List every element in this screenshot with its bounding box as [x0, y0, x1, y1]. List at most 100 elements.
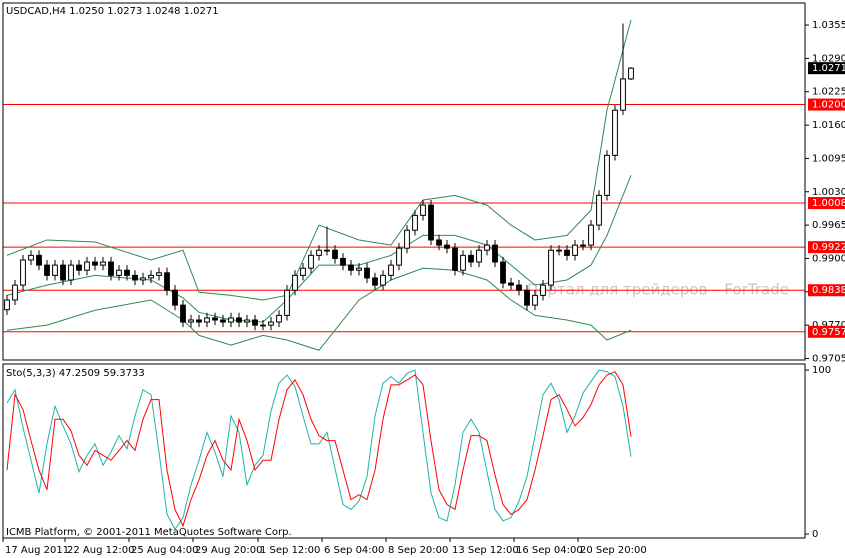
- candle-body: [28, 254, 34, 261]
- candle-body: [324, 249, 330, 252]
- watermark: Портал для трейдеров – ForTrade: [527, 281, 789, 299]
- candle-body: [268, 321, 274, 326]
- candle-body: [156, 272, 162, 276]
- candle-body: [220, 319, 226, 323]
- candle-body: [604, 154, 610, 196]
- candle-body: [356, 267, 362, 271]
- candle-body: [300, 267, 306, 276]
- y-tick-label: 1.0160: [812, 120, 845, 131]
- candle-body: [548, 249, 554, 286]
- candle-body: [244, 319, 250, 323]
- y-tick-label: 100: [812, 365, 831, 376]
- y-tick-label: 1.0225: [812, 87, 845, 98]
- y-tick-label: 0.9900: [812, 253, 845, 264]
- candle-body: [524, 289, 530, 306]
- candle-body: [588, 224, 594, 246]
- candle-body: [484, 244, 490, 251]
- y-tick-label: 1.0095: [812, 153, 845, 164]
- candle-body: [596, 194, 602, 226]
- candle-body: [380, 274, 386, 286]
- y-tick-label: 1.0355: [812, 20, 845, 31]
- candle-body: [236, 317, 242, 323]
- price-frame: [2, 2, 806, 361]
- price-plot: Портал для трейдеров – ForTrade: [3, 19, 805, 351]
- last-price-box: [808, 62, 845, 75]
- bollinger-band: [6, 267, 632, 351]
- candle-body: [84, 261, 90, 271]
- candle-body: [564, 249, 570, 256]
- indicator-title: Sto(5,3,3) 47.2509 59.3733: [6, 368, 145, 379]
- candle-body: [516, 284, 522, 291]
- candle-body: [508, 282, 514, 286]
- candle-body: [180, 304, 186, 323]
- last-price-label: 1.0271: [812, 63, 845, 74]
- y-tick-label: 0.9705: [812, 353, 845, 364]
- candle-body: [500, 261, 506, 284]
- candle-body: [68, 264, 74, 281]
- candle-body: [308, 254, 314, 269]
- candle-body: [228, 317, 234, 323]
- candle-body: [100, 261, 106, 266]
- candle-body: [572, 244, 578, 256]
- indicator-line: [6, 371, 632, 528]
- level-label-box: [808, 241, 845, 254]
- level-label: 0.9922: [812, 242, 845, 253]
- candle-body: [164, 272, 170, 291]
- candle-body: [4, 299, 10, 311]
- level-label-box: [808, 197, 845, 210]
- candle-body: [60, 264, 66, 281]
- candle-body: [12, 284, 18, 301]
- candle-body: [388, 264, 394, 276]
- y-tick-label: 1.0030: [812, 187, 845, 198]
- x-tick-label: 17 Aug 2011: [5, 545, 69, 556]
- x-tick-label: 1 Sep 12:00: [260, 545, 320, 556]
- candle-body: [428, 204, 434, 241]
- candle-body: [332, 249, 338, 259]
- candle-body: [412, 214, 418, 231]
- candle-body: [316, 249, 322, 256]
- x-tick-label: 20 Sep 20:00: [580, 545, 647, 556]
- candle-body: [540, 284, 546, 296]
- candle-body: [172, 289, 178, 306]
- level-label-box: [808, 98, 845, 111]
- candle-body: [476, 249, 482, 263]
- x-tick-label: 29 Aug 20:00: [195, 545, 262, 556]
- candle-body: [36, 254, 42, 266]
- candle-body: [532, 294, 538, 306]
- candle-body: [404, 229, 410, 249]
- x-tick-label: 16 Sep 04:00: [516, 545, 583, 556]
- candle-body: [452, 247, 458, 271]
- level-label: 1.0200: [812, 100, 845, 111]
- candle-body: [148, 274, 154, 279]
- y-tick-label: 0.9965: [812, 220, 845, 231]
- level-label-box: [808, 284, 845, 297]
- candle-body: [276, 314, 282, 323]
- y-tick-label: 1.0290: [812, 53, 845, 64]
- candle-body: [340, 257, 346, 266]
- x-tick-label: 13 Sep 12:00: [452, 545, 519, 556]
- x-tick-label: 22 Aug 12:00: [67, 545, 134, 556]
- x-tick-label: 25 Aug 04:00: [131, 545, 198, 556]
- candle-body: [460, 254, 466, 271]
- candle-body: [132, 274, 138, 281]
- candle-body: [580, 244, 586, 247]
- x-tick-label: 8 Sep 20:00: [388, 545, 448, 556]
- y-tick-label: 0.9770: [812, 320, 845, 331]
- indicator-line: [6, 369, 632, 531]
- candle-body: [444, 244, 450, 249]
- candle-body: [108, 261, 114, 276]
- candle-body: [212, 317, 218, 321]
- candle-body: [556, 249, 562, 252]
- stochastic-plot: [6, 369, 632, 531]
- candle-body: [628, 67, 634, 80]
- copyright: ICMB Platform, © 2001-2011 MetaQuotes So…: [6, 527, 292, 538]
- stochastic-frame: [2, 363, 806, 539]
- y-tick-label: 0: [812, 529, 818, 540]
- candle-body: [20, 259, 26, 286]
- x-tick-label: 6 Sep 04:00: [324, 545, 384, 556]
- candle-body: [44, 264, 50, 276]
- candle-body: [372, 277, 378, 286]
- candle-body: [420, 204, 426, 216]
- candle-body: [612, 109, 618, 156]
